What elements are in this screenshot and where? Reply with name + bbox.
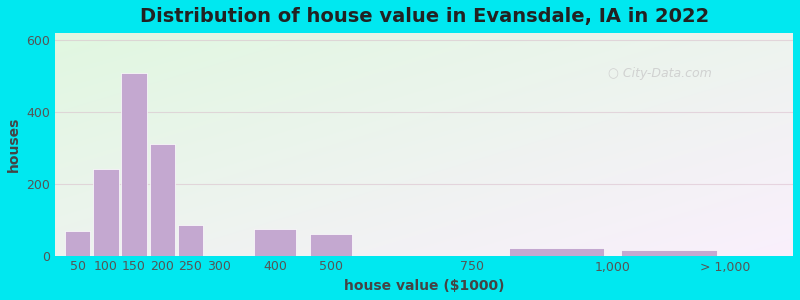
Bar	[94, 169, 118, 256]
Bar	[65, 230, 90, 256]
Text: ○ City-Data.com: ○ City-Data.com	[608, 67, 712, 80]
Bar	[150, 144, 175, 256]
Y-axis label: houses: houses	[7, 117, 21, 172]
X-axis label: house value ($1000): house value ($1000)	[344, 279, 504, 293]
Bar	[622, 250, 717, 256]
Bar	[310, 234, 352, 256]
Bar	[122, 73, 146, 256]
Bar	[178, 225, 203, 256]
Bar	[254, 229, 296, 256]
Bar	[509, 248, 604, 256]
Title: Distribution of house value in Evansdale, IA in 2022: Distribution of house value in Evansdale…	[139, 7, 709, 26]
